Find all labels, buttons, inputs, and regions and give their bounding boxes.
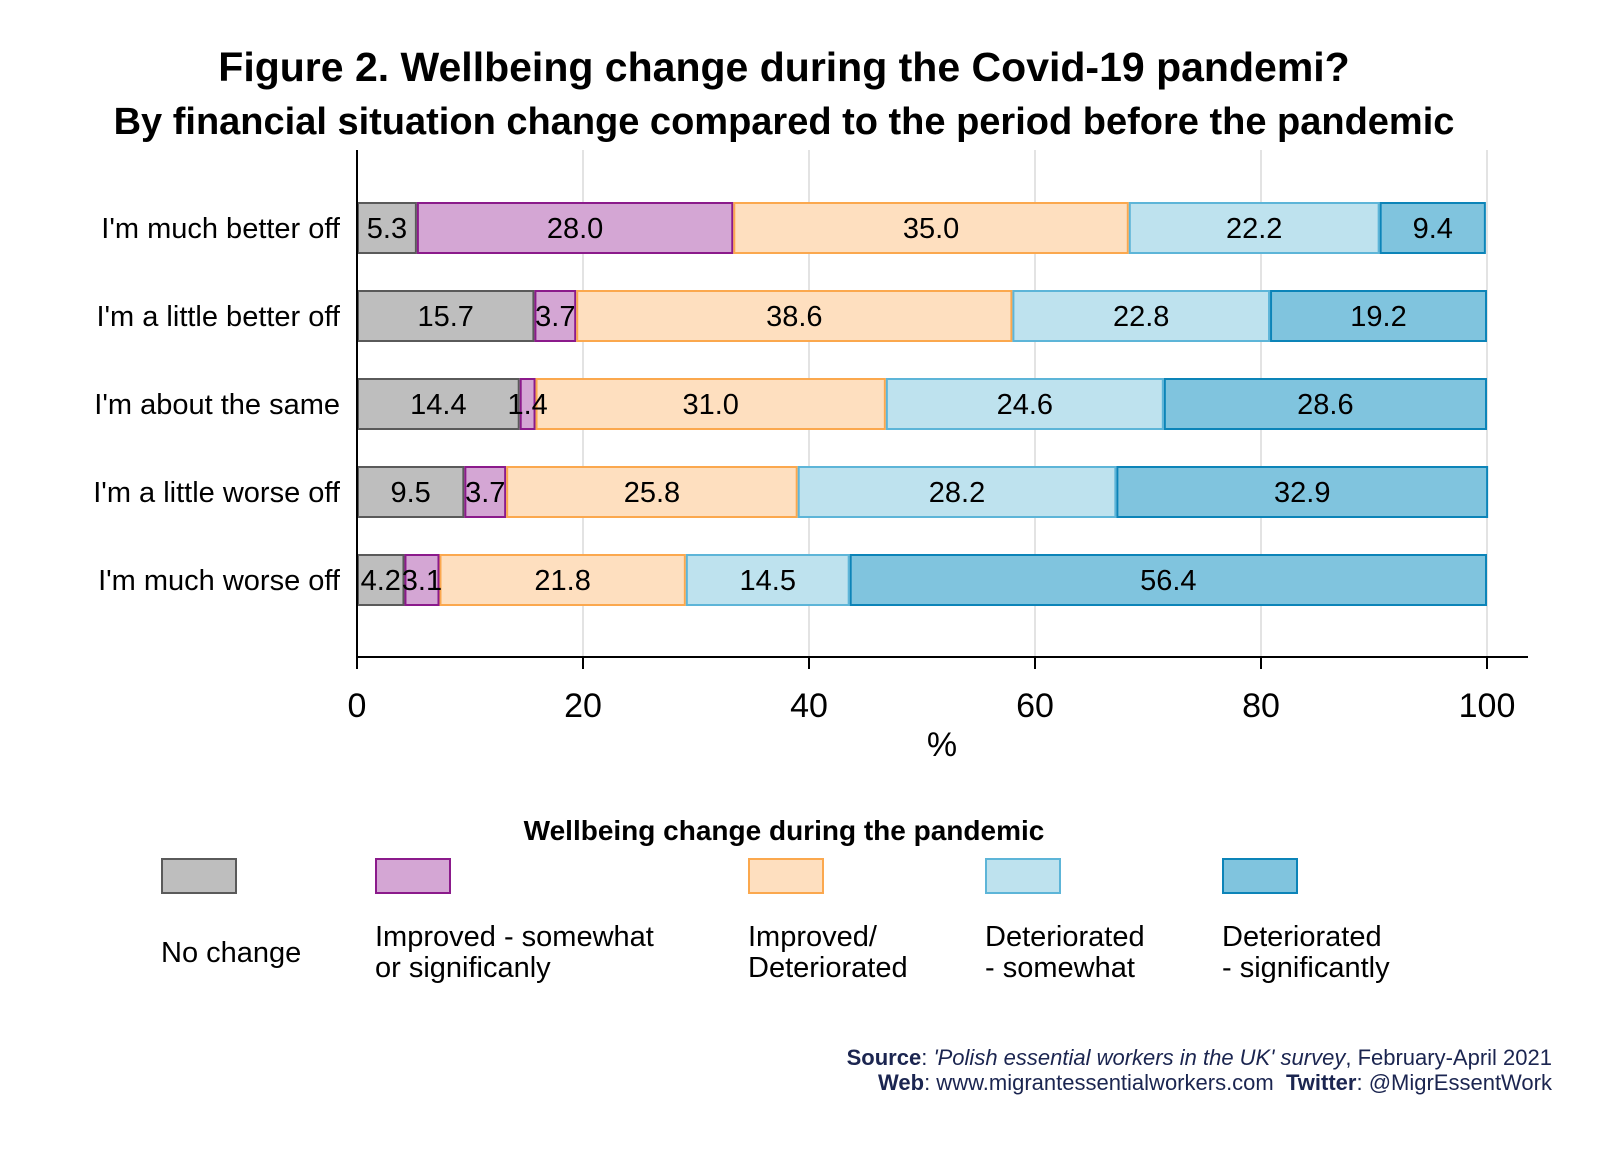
bar-segment: [535, 378, 886, 430]
footer-web: Web: www.migrantessentialworkers.com Twi…: [878, 1070, 1552, 1096]
bar-segment: [885, 378, 1164, 430]
y-category-label: I'm about the same: [94, 389, 340, 421]
x-tick-label: 20: [564, 687, 602, 725]
bars: [357, 202, 1489, 606]
source-date: , February-April 2021: [1345, 1045, 1552, 1070]
legend-item: Deteriorated - significantly: [1222, 858, 1390, 984]
bar-value-label: 14.5: [740, 565, 796, 597]
legend-label: Improved/ Deteriorated: [748, 921, 908, 984]
bar-value-label: 3.7: [465, 477, 505, 509]
legend-item: Improved/ Deteriorated: [748, 858, 908, 984]
bar-value-label: 9.4: [1413, 213, 1453, 245]
bar-segment: [534, 290, 577, 342]
bar-segment: [1116, 466, 1489, 518]
source-label: Source: [846, 1045, 922, 1070]
bar-segment: [506, 466, 798, 518]
legend-label: Improved - somewhat or significanly: [375, 921, 654, 984]
bar-segment: [464, 466, 507, 518]
legend-item: No change: [161, 858, 301, 969]
bar-segment: [1012, 290, 1271, 342]
x-axis-ticks: 0 20 40 60 80 100: [348, 657, 1516, 725]
bar-value-label: 28.0: [547, 213, 603, 245]
footer-source: Source: 'Polish essential workers in the…: [846, 1045, 1552, 1070]
bar-segment: [1379, 202, 1486, 254]
x-tick-label: 40: [790, 687, 828, 725]
bar-segment: [685, 554, 850, 606]
legend-swatch: [161, 858, 237, 894]
x-tick-label: 60: [1016, 687, 1054, 725]
legend-item: Improved - somewhat or significanly: [375, 858, 654, 984]
x-axis-label: %: [927, 726, 957, 764]
bar-value-label: 4.2: [361, 565, 401, 597]
bar-segment: [1128, 202, 1380, 254]
bar-segment: [357, 554, 405, 606]
bar-value-label: 9.5: [391, 477, 431, 509]
bar-segment: [576, 290, 1013, 342]
bar-value-label: 31.0: [682, 389, 738, 421]
legend-label: No change: [161, 937, 302, 969]
legend-swatch: [985, 858, 1061, 894]
bar-segment: [357, 290, 535, 342]
y-category-label: I'm a little worse off: [93, 477, 341, 509]
legend-swatch: [748, 858, 824, 894]
bar-value-label: 35.0: [903, 213, 959, 245]
bar-value-label: 56.4: [1140, 565, 1196, 597]
bar-value-label: 28.6: [1297, 389, 1353, 421]
legend-swatch: [375, 858, 451, 894]
bar-value-label: 24.6: [997, 389, 1053, 421]
legend-title: Wellbeing change during the pandemic: [523, 815, 1045, 846]
bar-value-label: 21.8: [534, 565, 590, 597]
y-axis-labels: I'm much better off I'm a little better o…: [93, 213, 341, 597]
web-label: Web: [878, 1070, 925, 1095]
bar-segment: [1270, 290, 1488, 342]
twitter-label: Twitter: [1285, 1070, 1357, 1095]
bar-segment: [1163, 378, 1487, 430]
legend-label: Deteriorated - somewhat: [985, 921, 1145, 984]
bar-segment: [849, 554, 1487, 606]
bar-value-label: 22.2: [1226, 213, 1282, 245]
legend-item: Deteriorated - somewhat: [985, 858, 1145, 984]
legend-label: Deteriorated - significantly: [1222, 921, 1390, 984]
stacked-bar-chart: 5.3 28.0 35.0 22.2 9.4 15.7 3.7 38.6 22.8 19.2 14.…: [93, 150, 1528, 764]
chart-subtitle: By financial situation change compared t…: [113, 101, 1455, 143]
x-tick-label: 100: [1459, 687, 1516, 725]
bar-value-label: 32.9: [1274, 477, 1330, 509]
bar-value-label: 3.7: [535, 301, 575, 333]
twitter-handle[interactable]: : @MigrEssentWork: [1356, 1070, 1552, 1095]
value-labels: 5.3 28.0 35.0 22.2 9.4 15.7 3.7 38.6 22.8 19.2 14.…: [361, 213, 1453, 597]
bar-segment: [416, 202, 734, 254]
bar-segment: [733, 202, 1129, 254]
x-tick-label: 0: [348, 687, 367, 725]
bar-segment: [797, 466, 1117, 518]
bar-value-label: 38.6: [766, 301, 822, 333]
bar-value-label: 19.2: [1350, 301, 1406, 333]
bar-value-label: 28.2: [929, 477, 985, 509]
bar-segment: [439, 554, 686, 606]
bar-value-label: 22.8: [1113, 301, 1169, 333]
bar-segment: [357, 202, 417, 254]
bar-value-label: 5.3: [367, 213, 407, 245]
bar-value-label: 15.7: [417, 301, 473, 333]
chart-title: Figure 2. Wellbeing change during the Co…: [218, 44, 1350, 90]
bar-value-label: 25.8: [624, 477, 680, 509]
legend-swatch: [1222, 858, 1298, 894]
bar-value-label: 3.1: [402, 565, 442, 597]
web-url[interactable]: : www.migrantessentialworkers.com: [924, 1070, 1274, 1095]
x-tick-label: 80: [1242, 687, 1280, 725]
bar-value-label: 1.4: [507, 389, 547, 421]
bar-segment: [404, 554, 440, 606]
y-category-label: I'm a little better off: [96, 301, 340, 333]
bar-value-label: 14.4: [410, 389, 466, 421]
bar-segment: [519, 378, 536, 430]
source-survey: 'Polish essential workers in the UK' sur…: [933, 1045, 1346, 1070]
y-category-label: I'm much worse off: [98, 565, 341, 597]
y-category-label: I'm much better off: [101, 213, 341, 245]
